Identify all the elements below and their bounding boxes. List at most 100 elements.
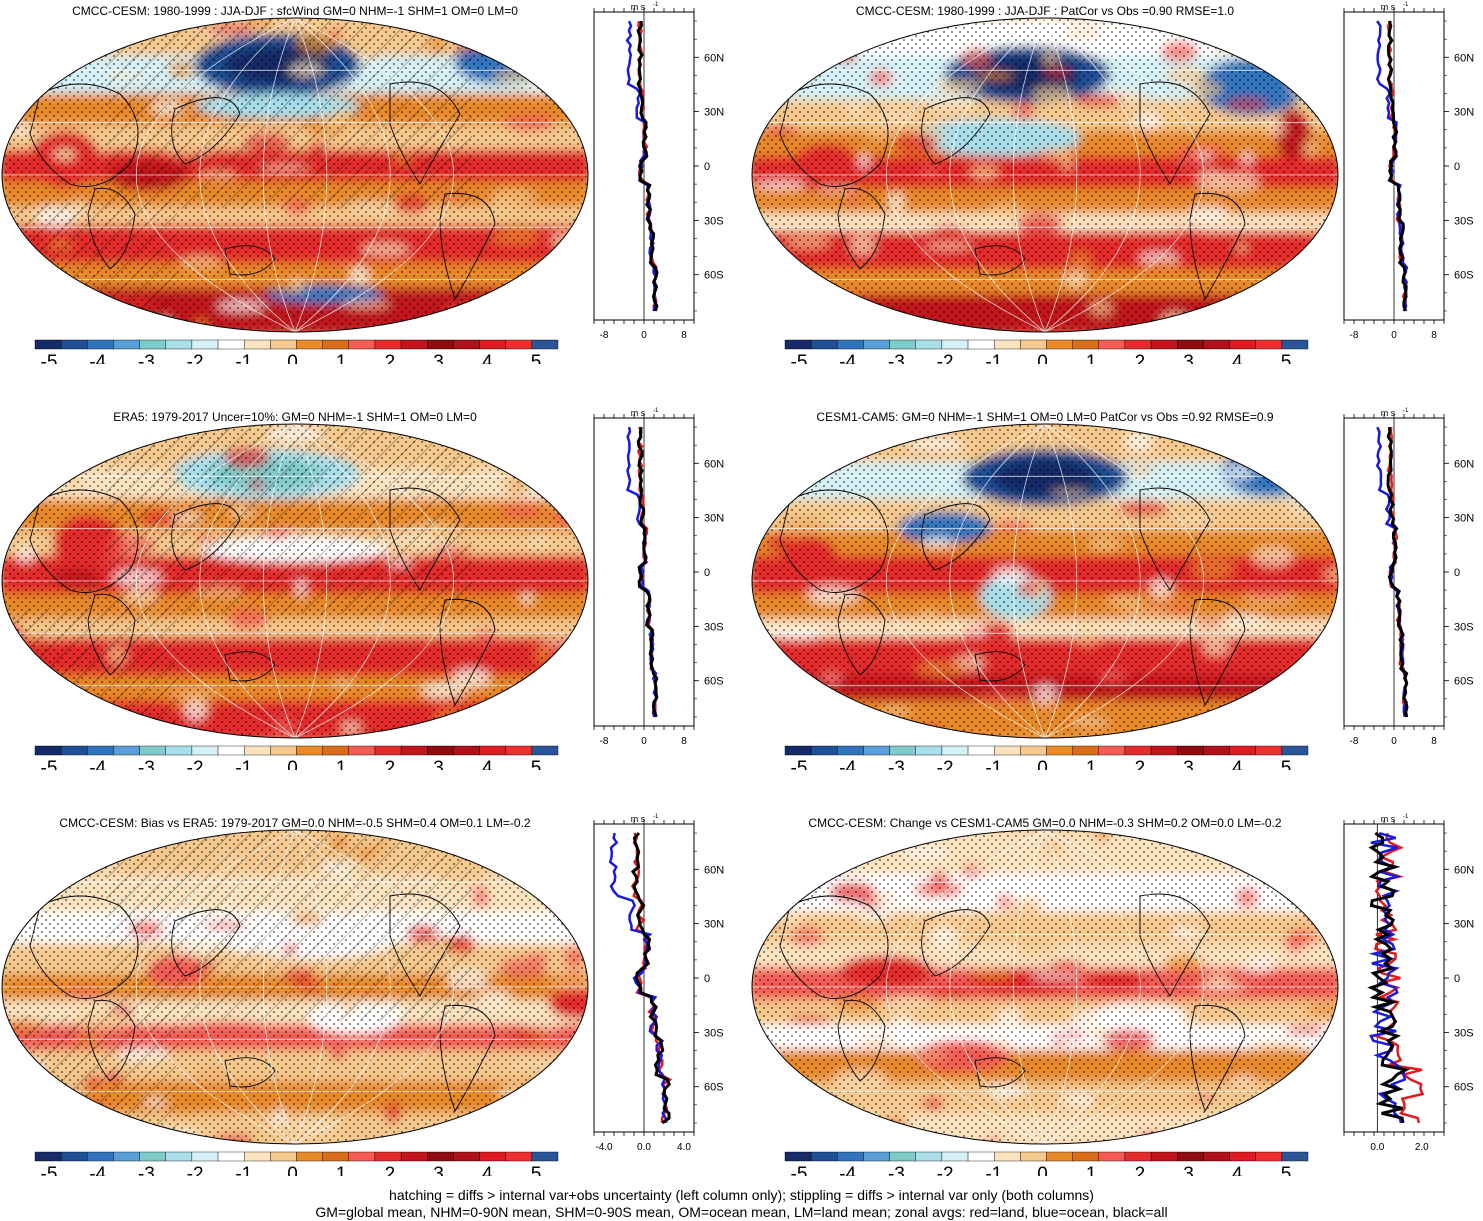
profile-xtick-label: 8 (681, 330, 687, 341)
colorbar-label: 4 (1232, 758, 1243, 770)
colorbar-swatch (1229, 745, 1256, 756)
colorbar-swatch (348, 745, 376, 756)
colorbar-swatch (60, 339, 88, 350)
colorbar-swatch (479, 1151, 506, 1162)
panel-title: CMCC-CESM: Change vs CESM1-CAM5 GM=0.0 N… (808, 816, 1282, 830)
lat-label: 30N (1454, 107, 1474, 119)
colorbar-label: -2 (937, 352, 954, 364)
colorbar-swatch (270, 745, 297, 756)
colorbar-swatch (941, 745, 969, 756)
colorbar-label: 5 (1281, 352, 1292, 364)
colorbar-swatch (1281, 1151, 1309, 1162)
colorbar-label: -2 (187, 352, 204, 364)
colorbar-label: 1 (336, 1164, 347, 1176)
colorbar-swatch (1072, 1151, 1099, 1162)
colorbar-label: 0 (1037, 1164, 1048, 1176)
colorbar-swatch (1255, 339, 1283, 350)
colorbar-label: 5 (531, 352, 542, 364)
colorbar-swatch (810, 1151, 838, 1162)
panel-6: CMCC-CESM: Change vs CESM1-CAM5 GM=0.0 N… (750, 812, 1483, 1217)
colorbar-swatch (941, 1151, 969, 1162)
colorbar-swatch (1229, 339, 1256, 350)
all-zonal-line (630, 832, 671, 1125)
lat-label: 0 (1454, 567, 1460, 579)
colorbar-swatch (34, 745, 62, 756)
panel-2: CMCC-CESM: 1980-1999 : JJA-DJF : PatCor … (750, 0, 1483, 405)
colorbar-swatch (270, 1151, 297, 1162)
colorbar-swatch (217, 1151, 245, 1162)
map-field (752, 424, 1338, 738)
colorbar-label: -4 (89, 352, 106, 364)
colorbar-swatch (1098, 745, 1126, 756)
profile-xtick-label: -8 (1350, 330, 1359, 341)
colorbar-swatch (270, 339, 297, 350)
colorbar-label: 5 (1281, 758, 1292, 770)
colorbar-swatch (1072, 339, 1099, 350)
colorbar-swatch (967, 1151, 995, 1162)
profile-xtick-label: -8 (600, 330, 609, 341)
colorbar-swatch (1150, 1151, 1178, 1162)
lat-label: 0 (704, 567, 710, 579)
unit-superscript: -1 (653, 2, 659, 8)
unit-label: m s (631, 408, 646, 418)
colorbar-swatch (479, 745, 506, 756)
map-outline (1, 423, 589, 739)
colorbar-label: -3 (888, 758, 905, 770)
lat-label: 60N (704, 458, 724, 470)
lat-label: 60N (1454, 458, 1474, 470)
coastlines (779, 487, 1246, 707)
colorbar-swatch (453, 1151, 480, 1162)
map-plot: -5 -4 -3 -2 -1 0 1 2 3 4 5 (751, 829, 1339, 1176)
colorbar-label: -5 (791, 1164, 808, 1176)
colorbar-swatch (505, 1151, 533, 1162)
colorbar-label: 3 (433, 758, 444, 770)
zonal-profile-plot: m s -1 -4.0 0.0 4.0 60N 30N 0 30S 60S (593, 814, 724, 1153)
all-zonal-line (1367, 831, 1411, 1124)
graticule (752, 424, 1338, 738)
colorbar-swatch (1203, 1151, 1230, 1162)
colorbar-label: 3 (1183, 758, 1194, 770)
colorbar-swatch (322, 339, 349, 350)
colorbar-swatch (34, 339, 62, 350)
colorbar-swatch (1020, 745, 1047, 756)
colorbar-swatch (1124, 339, 1152, 350)
colorbar-swatch (139, 339, 166, 350)
colorbar-label: 1 (1086, 758, 1097, 770)
colorbar-swatch (1046, 339, 1073, 350)
zonal-profile-plot: m s -1 -8 0 8 60N 30N 0 30S 60S (1343, 2, 1474, 341)
colorbar-label: -1 (235, 352, 252, 364)
colorbar-label: 5 (531, 1164, 542, 1176)
colorbar-swatch (531, 339, 559, 350)
zonal-profile-plot: m s -1 -8 0 8 60N 30N 0 30S 60S (593, 408, 724, 747)
panel-title: CESM1-CAM5: GM=0 NHM=-1 SHM=1 OM=0 LM=0 … (816, 410, 1274, 424)
map-plot: -5 -4 -3 -2 -1 0 1 2 3 4 5 (751, 423, 1339, 770)
footer-line-2: GM=global mean, NHM=0-90N mean, SHM=0-90… (315, 1204, 1168, 1220)
lat-label: 60N (1454, 52, 1474, 64)
panel-5: CMCC-CESM: Bias vs ERA5: 1979-2017 GM=0.… (0, 812, 741, 1217)
profile-xtick-label: 0 (641, 736, 647, 747)
colorbar-label: 2 (1135, 352, 1146, 364)
lat-label: 60S (1454, 270, 1474, 282)
lat-label: 30S (1454, 215, 1474, 227)
lat-label: 30S (704, 215, 724, 227)
colorbar-swatch (165, 339, 193, 350)
colorbar-swatch (191, 339, 219, 350)
colorbar-swatch (217, 339, 245, 350)
profile-xtick-label: 0.0 (1370, 1142, 1384, 1153)
coastlines (779, 81, 1246, 301)
profile-xtick-label: 2.0 (1415, 1142, 1429, 1153)
colorbar-swatch (400, 1151, 428, 1162)
colorbar-label: -2 (937, 1164, 954, 1176)
map-field (2, 18, 588, 332)
colorbar-label: 0 (287, 758, 298, 770)
graticule (752, 830, 1338, 1144)
colorbar-label: -3 (138, 1164, 155, 1176)
lat-label: 30S (704, 1027, 724, 1039)
colorbar-swatch (1255, 745, 1283, 756)
unit-label: m s (631, 2, 646, 12)
colorbar-swatch (427, 745, 454, 756)
unit-superscript: -1 (653, 408, 659, 414)
colorbar-swatch (427, 339, 454, 350)
zonal-profile-plot: m s -1 -8 0 8 60N 30N 0 30S 60S (593, 2, 724, 341)
colorbar-swatch (1124, 745, 1152, 756)
